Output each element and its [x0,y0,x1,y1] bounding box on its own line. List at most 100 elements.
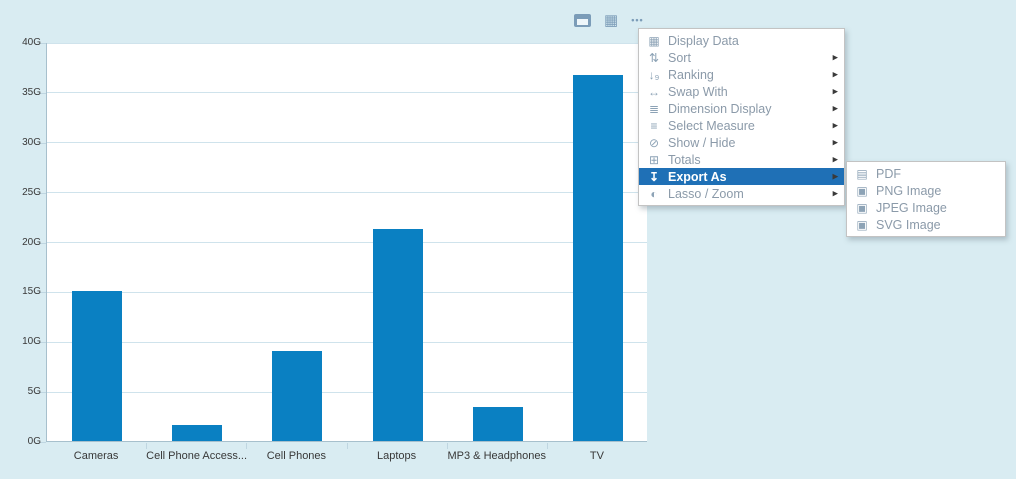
menu-item-label: JPEG Image [876,200,947,215]
submenu-arrow-icon: ▶ [832,88,838,95]
y-tick-label: 35G [22,86,41,98]
y-tick-mark [39,392,46,394]
x-tick-mark [146,443,148,449]
dimension-display-icon: ≣ [648,101,660,116]
y-tick-label: 30G [22,136,41,148]
y-tick-label: 20G [22,236,41,248]
y-tick-label: 15G [22,286,41,298]
menu-item-totals[interactable]: ⊞ Totals ▶ [639,151,844,168]
menu-item-export-as[interactable]: ↧ Export As ▶ [639,168,844,185]
menu-item-label: Lasso / Zoom [668,186,744,201]
gridline [47,142,647,144]
menu-item-select-measure[interactable]: ≡ Select Measure ▶ [639,117,844,134]
file-image-icon: ▣ [856,217,868,232]
menu-item-dimension-display[interactable]: ≣ Dimension Display ▶ [639,100,844,117]
y-tick-label: 0G [27,436,41,447]
window-icon-inner [577,18,588,25]
y-tick-mark [39,192,46,194]
lasso-zoom-icon: ◐ [650,186,658,201]
y-tick-label: 10G [22,336,41,348]
select-measure-icon: ≡ [650,118,658,133]
chart-bar[interactable] [272,351,323,441]
x-category-label: Laptops [377,450,417,462]
menu-item-sort[interactable]: ⇅ Sort ▶ [639,49,844,66]
y-tick-mark [39,142,46,144]
chart-bar[interactable] [172,425,223,441]
gridline [47,192,647,194]
menu-item-jpeg-image[interactable]: ▣ JPEG Image [847,199,1005,216]
file-image-icon: ▣ [856,200,868,215]
file-pdf-icon: ▤ [856,166,868,181]
y-tick-mark [39,292,46,294]
y-tick-mark [39,342,46,344]
x-tick-mark [546,443,548,449]
submenu-arrow-icon: ▶ [832,105,838,112]
submenu-arrow-icon: ▶ [832,122,838,129]
y-tick-mark [39,442,46,443]
menu-item-ranking[interactable]: ↓₉ Ranking ▶ [639,66,844,83]
menu-item-label: SVG Image [876,217,941,232]
submenu-arrow-icon: ▶ [832,54,838,61]
display-data-icon: ▦ [648,33,660,48]
x-category-label: Cell Phones [266,450,327,462]
menu-item-swap-with[interactable]: ↔ Swap With ▶ [639,83,844,100]
export-submenu: ▤ PDF ▣ PNG Image ▣ JPEG Image ▣ SVG Image [846,161,1006,237]
x-tick-mark [346,443,348,449]
y-tick-label: 5G [27,386,41,398]
chart-bar[interactable] [72,291,123,441]
menu-item-label: Export As [668,169,727,184]
window-icon[interactable] [574,13,591,27]
menu-item-label: Dimension Display [668,101,772,116]
more-options-icon[interactable]: ••• [631,14,644,25]
swap-with-icon: ↔ [648,84,660,99]
chart-bar[interactable] [472,407,523,441]
chart-toolbar: ▦ ••• [574,11,644,29]
submenu-arrow-icon: ▶ [832,139,838,146]
gridline [47,92,647,94]
y-tick-label: 25G [22,186,41,198]
menu-item-label: Show / Hide [668,135,736,150]
y-tick-mark [39,43,46,44]
menu-item-display-data[interactable]: ▦ Display Data [639,32,844,49]
menu-item-label: Select Measure [668,118,755,133]
chart-bar[interactable] [372,229,423,441]
menu-item-show-hide[interactable]: ⊘ Show / Hide ▶ [639,134,844,151]
menu-item-label: Sort [668,50,691,65]
plot-area [46,42,647,442]
submenu-arrow-icon: ▶ [832,71,838,78]
chart-bar[interactable] [572,75,623,441]
y-tick-mark [39,92,46,94]
x-category-label: Cameras [73,450,119,462]
menu-item-label: Totals [668,152,701,167]
x-category-label: TV [589,450,604,462]
x-tick-mark [446,443,448,449]
file-image-icon: ▣ [856,183,868,198]
table-icon[interactable]: ▦ [604,11,619,29]
submenu-arrow-icon: ▶ [832,173,838,180]
export-as-icon: ↧ [648,169,660,184]
ranking-icon: ↓₉ [648,67,660,82]
menu-item-lasso-zoom[interactable]: ◐ Lasso / Zoom ▶ [639,185,844,202]
x-category-label: Cell Phone Access... [146,450,248,462]
gridline [47,242,647,243]
context-menu: ▦ Display Data ⇅ Sort ▶ ↓₉ Ranking ▶ ↔ Swap With ▶… [638,28,845,206]
y-tick-label: 40G [22,37,41,48]
menu-item-label: PDF [876,166,901,181]
x-category-label: MP3 & Headphones [447,450,546,462]
submenu-arrow-icon: ▶ [832,190,838,197]
show-hide-icon: ⊘ [648,135,660,150]
sort-icon: ⇅ [648,50,660,65]
x-tick-mark [246,443,248,449]
menu-item-pdf[interactable]: ▤ PDF [847,165,1005,182]
menu-item-png-image[interactable]: ▣ PNG Image [847,182,1005,199]
menu-item-svg-image[interactable]: ▣ SVG Image [847,216,1005,233]
gridline [47,391,647,393]
y-tick-mark [39,242,46,244]
menu-item-label: Swap With [668,84,728,99]
menu-item-label: Ranking [668,67,714,82]
totals-icon: ⊞ [648,152,660,167]
gridline [47,341,647,343]
menu-item-label: Display Data [668,33,739,48]
submenu-arrow-icon: ▶ [832,156,838,163]
